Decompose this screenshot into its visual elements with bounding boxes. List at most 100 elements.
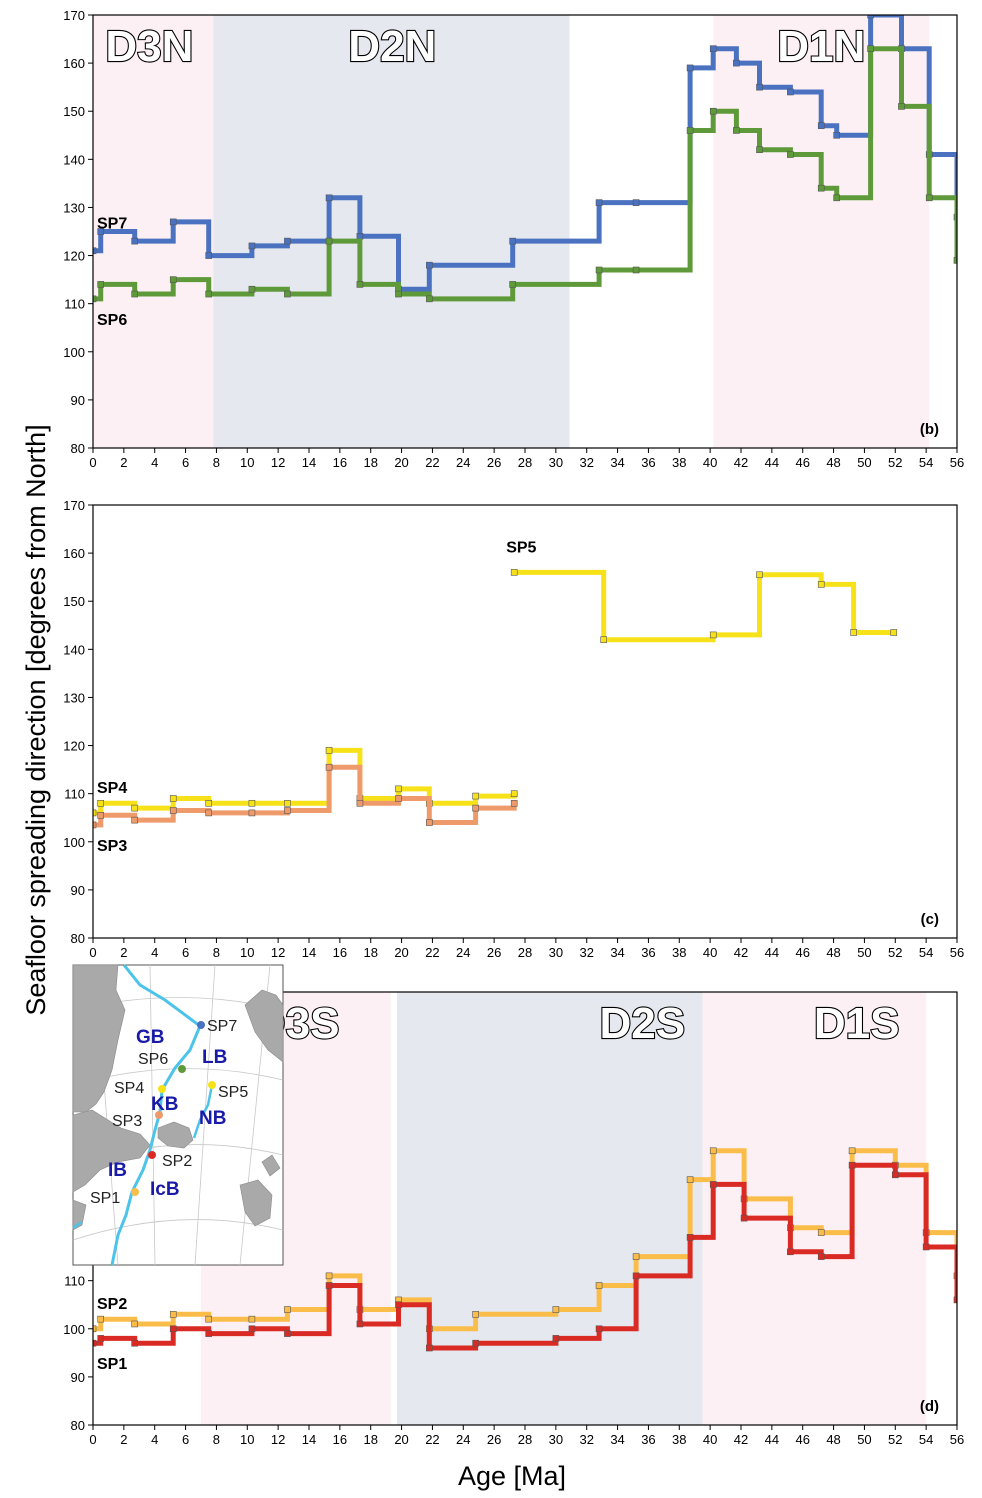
- x-tick-label: 52: [888, 455, 902, 470]
- series-line-sp4: [93, 747, 517, 816]
- x-tick-label: 14: [302, 455, 316, 470]
- panel-label-c: (c): [921, 911, 939, 928]
- series-point-sp1: [325, 1282, 333, 1289]
- x-tick-label: 8: [213, 455, 220, 470]
- series-point-sp6: [898, 103, 905, 110]
- series-point-sp7: [686, 64, 694, 72]
- series-label-sp1: SP1: [97, 1356, 127, 1373]
- x-tick-label: 44: [765, 1432, 779, 1447]
- series-point-sp3: [131, 816, 138, 824]
- map-label-sp6: SP6: [138, 1051, 168, 1068]
- series-point-sp3: [510, 799, 518, 807]
- y-tick-label: 120: [63, 249, 85, 264]
- x-tick-label: 26: [487, 945, 501, 960]
- x-tick-label: 38: [672, 1432, 686, 1447]
- map-label-sp1: SP1: [90, 1190, 120, 1207]
- x-tick-label: 24: [456, 455, 470, 470]
- series-point-sp4: [395, 785, 402, 793]
- x-tick-label: 14: [302, 945, 316, 960]
- x-tick-label: 30: [549, 455, 563, 470]
- x-tick-label: 38: [672, 455, 686, 470]
- x-tick-label: 14: [302, 1432, 316, 1447]
- x-tick-label: 4: [151, 1432, 158, 1447]
- phase-label-d2s: D2S: [599, 999, 685, 1048]
- series-point-sp2: [472, 1311, 479, 1318]
- y-tick-label: 80: [71, 441, 85, 456]
- series-point-sp2: [552, 1306, 560, 1313]
- series-point-sp6: [867, 45, 874, 52]
- series-point-sp3: [97, 812, 105, 819]
- x-tick-label: 26: [487, 1432, 501, 1447]
- x-tick-label: 4: [151, 945, 158, 960]
- series-point-sp2: [205, 1315, 213, 1323]
- y-tick-label: 90: [71, 1370, 85, 1385]
- x-tick-label: 32: [579, 945, 593, 960]
- series-point-sp3: [356, 799, 364, 807]
- series-point-sp1: [848, 1161, 856, 1169]
- x-tick-label: 30: [549, 1432, 563, 1447]
- x-tick-label: 36: [641, 1432, 655, 1447]
- series-label-sp5: SP5: [506, 539, 536, 556]
- x-tick-label: 18: [363, 455, 377, 470]
- map-label-sp3: SP3: [112, 1113, 142, 1130]
- series-point-sp7: [595, 199, 603, 206]
- x-tick-label: 12: [271, 1432, 285, 1447]
- series-point-sp4: [248, 799, 256, 807]
- series-line-sp3: [93, 764, 517, 828]
- series-point-sp6: [284, 290, 291, 298]
- x-tick-label: 8: [213, 945, 220, 960]
- map-ridge-aegir: [192, 1084, 214, 1139]
- x-tick-label: 34: [610, 455, 624, 470]
- map-basin-nb: NB: [199, 1108, 226, 1129]
- series-point-sp2: [97, 1315, 105, 1323]
- x-tick-label: 20: [394, 945, 408, 960]
- series-point-sp7: [284, 237, 291, 245]
- x-tick-label: 22: [425, 455, 439, 470]
- x-tick-label: 56: [950, 455, 964, 470]
- series-point-sp3: [93, 821, 97, 829]
- map-basin-icb: IcB: [150, 1179, 180, 1200]
- x-tick-label: 20: [394, 455, 408, 470]
- x-tick-label: 54: [919, 945, 933, 960]
- y-tick-label: 80: [71, 931, 85, 946]
- series-point-sp5: [817, 581, 825, 588]
- series-point-sp1: [552, 1335, 560, 1342]
- x-tick-label: 44: [765, 455, 779, 470]
- series-point-sp7: [248, 242, 256, 250]
- x-tick-label: 48: [826, 945, 840, 960]
- series-point-sp1: [205, 1330, 213, 1337]
- x-tick-label: 10: [240, 1432, 254, 1447]
- series-point-sp7: [733, 59, 740, 67]
- series-point-sp2: [632, 1253, 640, 1260]
- series-point-sp3: [284, 807, 291, 814]
- x-tick-label: 32: [579, 1432, 593, 1447]
- series-point-sp6: [632, 266, 640, 274]
- map-point-sp1: [131, 1188, 139, 1196]
- y-tick-label: 110: [64, 297, 85, 312]
- series-point-sp7: [833, 131, 840, 139]
- series-point-sp6: [756, 146, 763, 154]
- map-point-sp6: [178, 1065, 186, 1073]
- x-tick-label: 42: [734, 945, 748, 960]
- x-tick-label: 22: [425, 945, 439, 960]
- x-tick-label: 56: [950, 1432, 964, 1447]
- x-tick-label: 22: [425, 1432, 439, 1447]
- series-point-sp6: [595, 266, 603, 274]
- series-point-sp6: [953, 257, 957, 264]
- series-point-sp6: [169, 276, 177, 283]
- series-point-sp2: [325, 1272, 333, 1280]
- series-point-sp4: [472, 792, 479, 800]
- map-landmasses: [72, 964, 284, 1231]
- series-point-sp6: [833, 194, 840, 202]
- series-point-sp1: [93, 1339, 97, 1347]
- series-point-sp3: [395, 795, 402, 802]
- y-tick-label: 170: [63, 8, 85, 23]
- series-point-sp6: [248, 285, 256, 293]
- series-point-sp7: [867, 15, 874, 19]
- series-point-sp1: [740, 1214, 748, 1222]
- series-point-sp1: [686, 1234, 694, 1241]
- map-inset: SP7 SP6 SP5 SP4 SP3 SP2 SP1 GB LB KB NB …: [72, 964, 284, 1266]
- series-label-sp2: SP2: [97, 1296, 127, 1313]
